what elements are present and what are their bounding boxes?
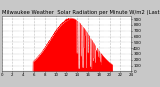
- Text: Milwaukee Weather  Solar Radiation per Minute W/m2 (Last 24 Hours): Milwaukee Weather Solar Radiation per Mi…: [2, 10, 160, 15]
